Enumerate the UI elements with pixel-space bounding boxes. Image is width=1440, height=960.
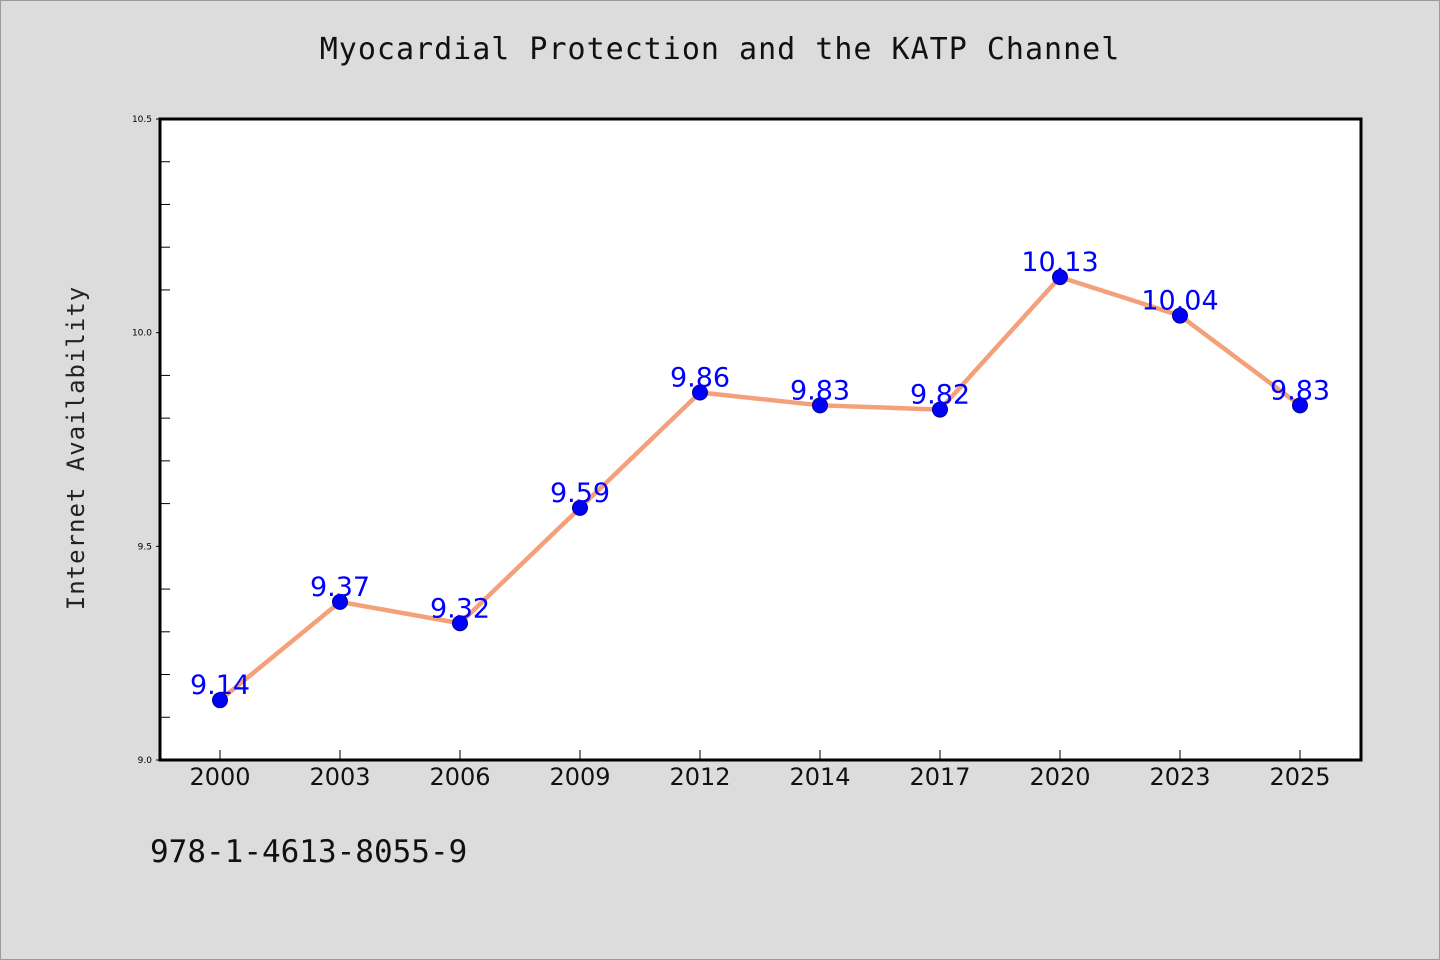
y-tick-label: 9.5 (138, 542, 152, 552)
plot-area (158, 117, 1363, 762)
x-tick-label: 2012 (669, 763, 730, 791)
y-axis-ticks: 9.0 9.5 10.0 10.5 (132, 115, 170, 766)
data-point (572, 499, 588, 516)
data-point (1052, 269, 1068, 286)
x-tick-label: 2023 (1149, 763, 1210, 791)
data-labels: 9.14 9.37 9.32 9.59 9.86 9.83 9.82 10.13 10.04 9.… (190, 247, 1330, 701)
data-label: 9.14 (190, 670, 250, 701)
x-tick-label: 2025 (1269, 763, 1330, 791)
chart-title: Myocardial Protection and the KATP Chann… (319, 32, 1121, 67)
series-line (217, 274, 1303, 703)
data-point (452, 615, 468, 632)
x-tick-label: 2006 (429, 763, 490, 791)
data-label: 9.86 (670, 362, 730, 393)
data-point (692, 384, 708, 401)
data-markers (212, 269, 1308, 709)
data-point (1172, 307, 1188, 324)
data-label: 9.83 (790, 375, 850, 406)
data-point (1292, 397, 1308, 414)
x-tick-label: 2017 (909, 763, 970, 791)
y-tick-label: 10.0 (132, 329, 152, 339)
x-tick-label: 2000 (189, 763, 250, 791)
data-label: 9.32 (430, 593, 490, 624)
data-point (932, 401, 948, 418)
data-label: 9.37 (310, 572, 370, 603)
x-tick-label: 2003 (309, 763, 370, 791)
y-tick-label: 10.5 (132, 115, 152, 125)
data-label: 9.82 (910, 380, 970, 411)
data-label: 9.83 (1270, 375, 1330, 406)
data-point (332, 593, 348, 610)
data-label: 10.13 (1021, 247, 1098, 278)
data-point (812, 397, 828, 414)
x-tick-label: 2014 (789, 763, 850, 791)
y-tick-label: 9.0 (138, 756, 153, 766)
data-point (212, 692, 228, 709)
x-axis-ticks: 2000 2003 2006 2009 2012 2014 2017 2020 2023 2025 (189, 750, 1331, 791)
footer-code: 978-1-4613-8055-9 (150, 834, 468, 870)
data-label: 10.04 (1141, 286, 1218, 317)
x-tick-label: 2020 (1029, 763, 1090, 791)
x-tick-label: 2009 (549, 763, 610, 791)
data-label: 9.59 (550, 478, 610, 509)
